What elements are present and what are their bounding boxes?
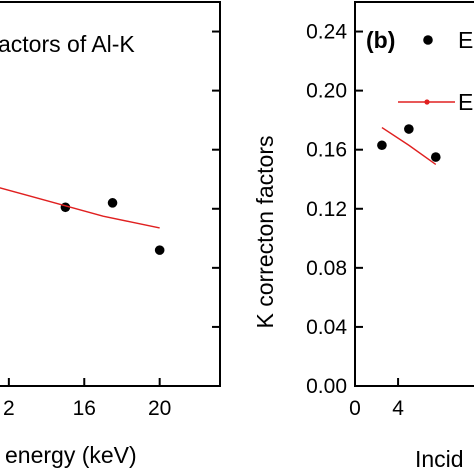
panel-b-frame — [354, 1, 474, 387]
legend-marker-points — [423, 35, 433, 45]
panel-a-frame — [0, 1, 221, 387]
panel-a-marks — [0, 187, 165, 255]
data-point — [154, 245, 165, 255]
y-tick-label: 0.04 — [306, 316, 347, 339]
x-tick-label: 4 — [392, 397, 404, 420]
data-point — [377, 140, 387, 151]
y-tick-label: 0.00 — [306, 375, 347, 398]
panel-a-x-axis-title: energy (keV) — [5, 442, 137, 468]
panel-b-x-axis-title: Incid — [415, 446, 464, 472]
y-tick-label: 0.24 — [306, 21, 347, 44]
x-tick-label: 0 — [349, 397, 361, 420]
x-tick-label: 2 — [3, 397, 15, 420]
data-point — [404, 124, 414, 134]
panel-b-marks — [377, 124, 441, 166]
panel-b-y-axis-title: K correcton factors — [252, 135, 278, 328]
panel-b-tag: (b) — [366, 27, 395, 53]
y-tick-label: 0.16 — [306, 139, 347, 162]
x-tick-label: 20 — [148, 397, 171, 420]
panel-a-x-ticks: 2 16 20 — [3, 30, 220, 420]
legend-label-points: E — [458, 27, 473, 53]
fit-line — [0, 187, 160, 229]
legend-marker-line-dot — [424, 99, 430, 105]
y-tick-label: 0.12 — [306, 198, 347, 221]
panel-a: 2 16 20 actors of Al-K energy (keV) — [0, 1, 221, 468]
fit-line — [381, 126, 437, 166]
x-tick-label: 16 — [73, 397, 96, 420]
legend-label-line: E — [458, 89, 473, 115]
panel-b-legend: E E — [398, 27, 473, 115]
panel-b-y-ticks: 0.00 0.04 0.08 0.12 0.16 0.20 0.24 — [306, 21, 363, 398]
panel-a-title: actors of Al-K — [0, 31, 135, 57]
y-tick-label: 0.08 — [306, 257, 347, 280]
y-tick-label: 0.20 — [306, 80, 347, 103]
data-point — [430, 152, 441, 162]
data-point — [107, 198, 118, 208]
